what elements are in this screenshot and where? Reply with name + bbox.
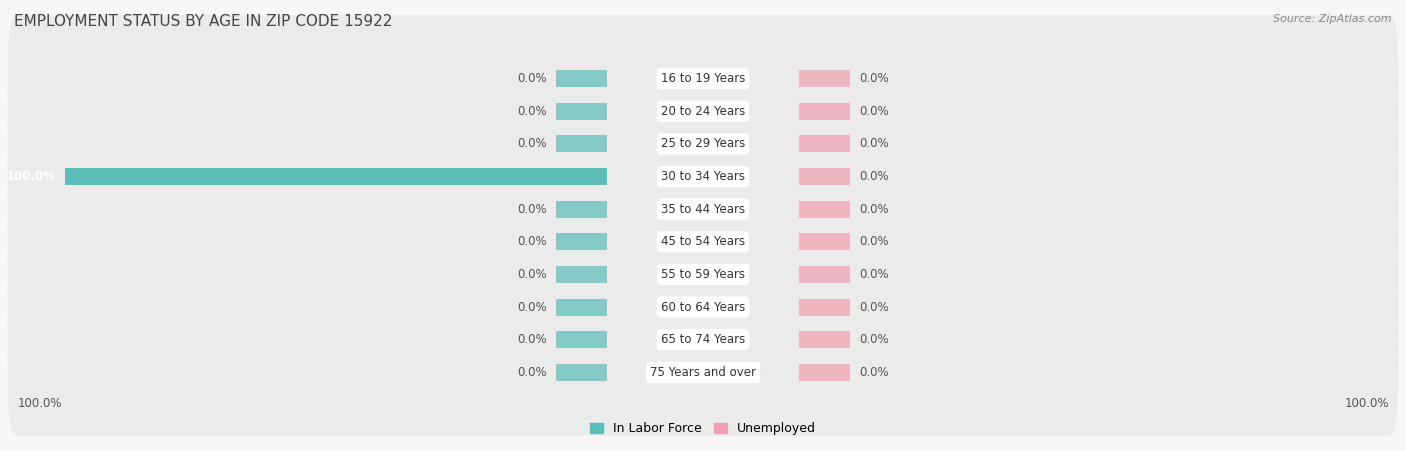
Bar [799, 135, 849, 152]
Legend: In Labor Force, Unemployed: In Labor Force, Unemployed [591, 422, 815, 435]
Text: 65 to 74 Years: 65 to 74 Years [661, 333, 745, 346]
Bar [799, 103, 849, 120]
Bar [557, 331, 607, 348]
FancyBboxPatch shape [7, 48, 1399, 175]
Text: 0.0%: 0.0% [517, 138, 547, 150]
Bar [799, 70, 849, 87]
Bar [799, 233, 849, 250]
FancyBboxPatch shape [7, 276, 1399, 403]
Text: 0.0%: 0.0% [859, 105, 889, 118]
Text: 0.0%: 0.0% [859, 366, 889, 379]
FancyBboxPatch shape [7, 15, 1399, 142]
Text: 0.0%: 0.0% [859, 235, 889, 249]
Text: 0.0%: 0.0% [859, 138, 889, 150]
Bar [799, 266, 849, 283]
FancyBboxPatch shape [7, 179, 1399, 305]
Text: 75 Years and over: 75 Years and over [650, 366, 756, 379]
FancyBboxPatch shape [7, 244, 1399, 370]
Text: 0.0%: 0.0% [517, 366, 547, 379]
FancyBboxPatch shape [7, 211, 1399, 338]
Bar [557, 103, 607, 120]
Text: 0.0%: 0.0% [517, 235, 547, 249]
Bar [557, 201, 607, 218]
Bar [557, 233, 607, 250]
Text: 100.0%: 100.0% [1344, 397, 1389, 410]
Text: 35 to 44 Years: 35 to 44 Years [661, 202, 745, 216]
Text: 30 to 34 Years: 30 to 34 Years [661, 170, 745, 183]
Text: 20 to 24 Years: 20 to 24 Years [661, 105, 745, 118]
Bar [799, 364, 849, 381]
Text: EMPLOYMENT STATUS BY AGE IN ZIP CODE 15922: EMPLOYMENT STATUS BY AGE IN ZIP CODE 159… [14, 14, 392, 28]
Text: 0.0%: 0.0% [517, 72, 547, 85]
Text: 0.0%: 0.0% [517, 333, 547, 346]
Text: Source: ZipAtlas.com: Source: ZipAtlas.com [1274, 14, 1392, 23]
Text: 16 to 19 Years: 16 to 19 Years [661, 72, 745, 85]
Text: 100.0%: 100.0% [7, 170, 55, 183]
Bar [557, 70, 607, 87]
FancyBboxPatch shape [7, 113, 1399, 240]
Text: 0.0%: 0.0% [517, 202, 547, 216]
Text: 55 to 59 Years: 55 to 59 Years [661, 268, 745, 281]
Text: 0.0%: 0.0% [517, 105, 547, 118]
Bar [799, 299, 849, 316]
FancyBboxPatch shape [7, 146, 1399, 272]
Text: 0.0%: 0.0% [859, 202, 889, 216]
FancyBboxPatch shape [7, 309, 1399, 436]
Text: 25 to 29 Years: 25 to 29 Years [661, 138, 745, 150]
Text: 0.0%: 0.0% [859, 301, 889, 313]
Bar [557, 364, 607, 381]
Text: 0.0%: 0.0% [859, 268, 889, 281]
Bar [799, 168, 849, 185]
Text: 0.0%: 0.0% [859, 72, 889, 85]
FancyBboxPatch shape [7, 81, 1399, 207]
Text: 0.0%: 0.0% [859, 333, 889, 346]
Bar [799, 201, 849, 218]
Text: 100.0%: 100.0% [17, 397, 62, 410]
Text: 0.0%: 0.0% [517, 301, 547, 313]
Bar [799, 331, 849, 348]
Bar [65, 168, 607, 185]
Text: 0.0%: 0.0% [859, 170, 889, 183]
Bar [557, 266, 607, 283]
Text: 45 to 54 Years: 45 to 54 Years [661, 235, 745, 249]
Text: 60 to 64 Years: 60 to 64 Years [661, 301, 745, 313]
Bar [557, 299, 607, 316]
Bar [557, 135, 607, 152]
Text: 0.0%: 0.0% [517, 268, 547, 281]
